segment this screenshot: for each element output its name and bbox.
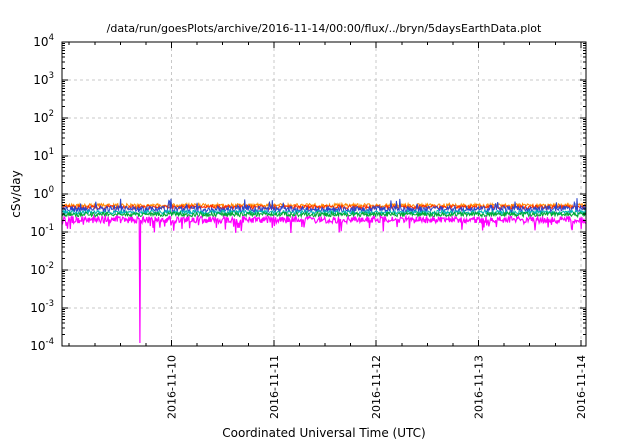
- y-tick-label: 10-4: [30, 337, 54, 353]
- y-tick-label: 102: [33, 109, 54, 125]
- y-tick-label: 10-2: [30, 261, 54, 277]
- y-tick-label: 101: [33, 147, 54, 163]
- x-axis-label: Coordinated Universal Time (UTC): [222, 426, 426, 440]
- x-tick-label: 2016-11-14: [575, 355, 588, 419]
- x-tick-label: 2016-11-12: [370, 355, 383, 419]
- x-tick-label: 2016-11-10: [166, 355, 179, 419]
- series-line-blue: [62, 198, 586, 214]
- series-lines: [62, 198, 586, 344]
- series-line-magenta: [62, 214, 586, 344]
- x-tick-labels: 2016-11-10 2016-11-11 2016-11-12 2016-11-13…: [166, 355, 588, 419]
- y-tick-labels: 104 103 102 101 100 10-1 10-2 10-3 10-4: [30, 33, 54, 353]
- series-line-green: [62, 210, 586, 219]
- x-tick-label: 2016-11-13: [473, 355, 486, 419]
- y-tick-label: 10-1: [30, 223, 54, 239]
- y-tick-label: 100: [33, 185, 54, 201]
- x-tick-label: 2016-11-11: [268, 355, 281, 419]
- y-tick-label: 103: [33, 71, 54, 87]
- chart-title: /data/run/goesPlots/archive/2016-11-14/0…: [106, 22, 542, 35]
- y-tick-label: 104: [33, 33, 54, 49]
- axis-ticks: [62, 41, 586, 347]
- y-tick-label: 10-3: [30, 299, 54, 315]
